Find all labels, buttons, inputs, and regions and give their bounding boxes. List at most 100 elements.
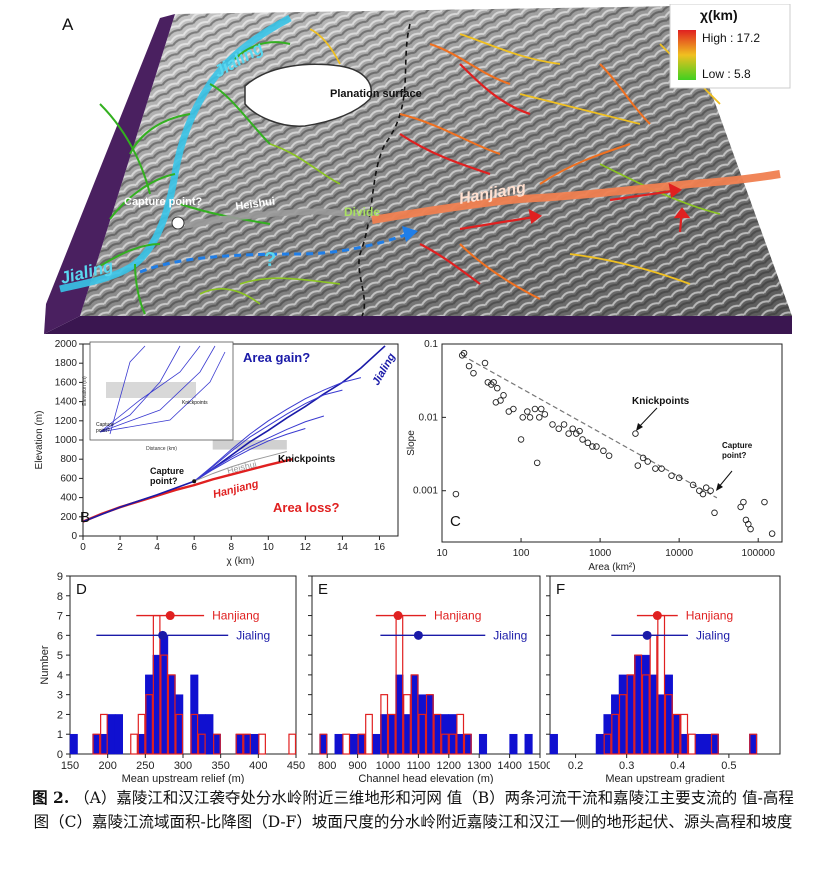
x-tick-label-b: 4 [154, 542, 160, 553]
x-tick-label-E: 1100 [407, 760, 431, 772]
jialing-bar-E [319, 733, 328, 755]
x-tick-label-c: 1000 [589, 548, 612, 559]
jialing-bar-E [463, 733, 472, 755]
panel-c-letter: C [450, 513, 461, 530]
panel-e: 800 900 1000 1100 1200 1300 1400 1500 Channel he… [300, 572, 552, 785]
jialing-bar-D [92, 733, 101, 755]
jialing-bar-E [402, 714, 412, 755]
hanjiang-bar-F [687, 733, 696, 755]
hanjiang-bar-E [425, 694, 434, 755]
y-tick-label-b: 600 [60, 473, 77, 484]
y-tick-label-b: 400 [60, 493, 77, 504]
hanjiang-legend-D: Hanjiang [212, 609, 259, 623]
jialing-legend-F: Jialing [696, 628, 730, 642]
scatter-point-c [481, 359, 489, 367]
scatter-point-c [519, 414, 526, 421]
knickpoints-label-b: Knickpoints [278, 454, 336, 465]
label-capture: Capture point? [124, 196, 202, 208]
x-tick-label-D: 400 [249, 760, 267, 772]
jialing-bar-F [595, 733, 604, 755]
jialing-bar-D [235, 733, 244, 755]
scatter-point-c [460, 349, 468, 357]
hanjiang-bar-F [634, 654, 643, 755]
jialing-bar-D [145, 674, 154, 755]
trend-line-c [461, 354, 718, 499]
jialing-bar-E [509, 733, 518, 755]
scatter-point-c [569, 425, 576, 432]
panel-a: A Jialing Jialing Hanjiang Planation sur… [40, 3, 792, 334]
jialing-bar-D [250, 733, 259, 755]
series-line-b [193, 389, 343, 482]
hanjiang-bar-F [603, 733, 612, 755]
scatter-point-c [536, 414, 543, 421]
hanjiang-bar-F [626, 674, 635, 755]
hanjiang-bar-D [100, 713, 108, 755]
hanjiang-bar-E [448, 733, 457, 755]
chi-legend: χ(km) High : 17.2 Low : 5.8 [669, 3, 791, 89]
scatter-point-c [490, 379, 497, 386]
inset-capture-label: Capture point? [96, 422, 114, 434]
hanjiang-bar-F [680, 713, 689, 755]
x-tick-label-c: 10 [436, 548, 448, 559]
scatter-point-c [541, 411, 549, 418]
jialing-bar-E [357, 733, 366, 755]
x-tick-label-E: 1300 [467, 760, 491, 772]
legend-high: High : 17.2 [702, 31, 760, 45]
hanjiang-bar-D [258, 733, 266, 755]
jialing-bar-D [160, 635, 169, 755]
x-tick-label-b: 6 [191, 542, 197, 553]
scatter-point-c [652, 465, 659, 472]
series-line-b [193, 451, 287, 482]
hanjiang-bar-D [288, 733, 297, 755]
y-tick-label-b: 800 [60, 454, 77, 465]
caption-text: （A）嘉陵江和汉江袭夺处分水岭附近三维地形和河网 值（B）两条河流干流和嘉陵江主… [33, 789, 794, 831]
scatter-point-c [470, 369, 477, 377]
chart-d: 150 200 250 300 350 400 450 0 1 2 3 4 5 6 7 8 9 Number Mea… [39, 571, 305, 785]
y-tick-label-D: 3 [57, 690, 63, 702]
x-tick-label-E: 1400 [497, 760, 521, 772]
orange-channels [399, 43, 651, 300]
scatter-point-c [589, 443, 596, 450]
jialing-tributaries [99, 41, 291, 315]
x-tick-label-c: 10000 [665, 548, 693, 559]
label-heishui: Heishui [235, 196, 276, 213]
x-tick-label-D: 350 [211, 760, 229, 772]
jialing-bar-F [680, 733, 689, 755]
hanjiang-legend-F: Hanjiang [686, 609, 733, 623]
hanjiang-bar-E [380, 694, 389, 755]
x-tick-label-E: 800 [318, 760, 336, 772]
jialing-bar-E [478, 733, 488, 755]
jialing-bar-E [418, 694, 427, 755]
hanjiang-bar-D [190, 713, 199, 755]
inset-line [99, 345, 201, 433]
y-tick-label-b: 2000 [55, 339, 78, 350]
x-axis-label-c: Area (km²) [588, 562, 635, 572]
hanjiang-bar-F [611, 713, 620, 755]
hanjiang-bar-E [403, 694, 411, 755]
hanjiang-bar-F [749, 733, 758, 755]
jialing-bar-F [549, 733, 558, 755]
y-tick-label-b: 1600 [55, 377, 78, 388]
jialing-bar-D [69, 733, 78, 755]
hanjiang-bar-F [664, 694, 673, 755]
scatter-point-c [517, 436, 525, 443]
jialing-bar-D [137, 733, 146, 755]
jialing-mean-D [158, 630, 168, 640]
jialing-bar-F [634, 654, 643, 755]
x-tick-label-D: 150 [61, 760, 79, 772]
jialing-bar-D [167, 674, 176, 755]
series-line-b [193, 377, 362, 482]
y-tick-label-b: 1800 [55, 358, 78, 369]
y-tick-label-b: 1200 [55, 416, 78, 427]
capture-point-b [192, 479, 197, 484]
scatter-point-c [600, 447, 607, 455]
legend-low: Low : 5.8 [702, 67, 751, 81]
hanjiang-bar-D [137, 713, 146, 755]
scatter-point-c [668, 472, 675, 479]
terrain-base [44, 316, 792, 334]
hanjiang-mean-D [165, 611, 175, 621]
hanjiang-bar-D [243, 733, 251, 755]
scatter-point-c [740, 498, 747, 506]
hanjiang-bar-E [463, 733, 472, 755]
